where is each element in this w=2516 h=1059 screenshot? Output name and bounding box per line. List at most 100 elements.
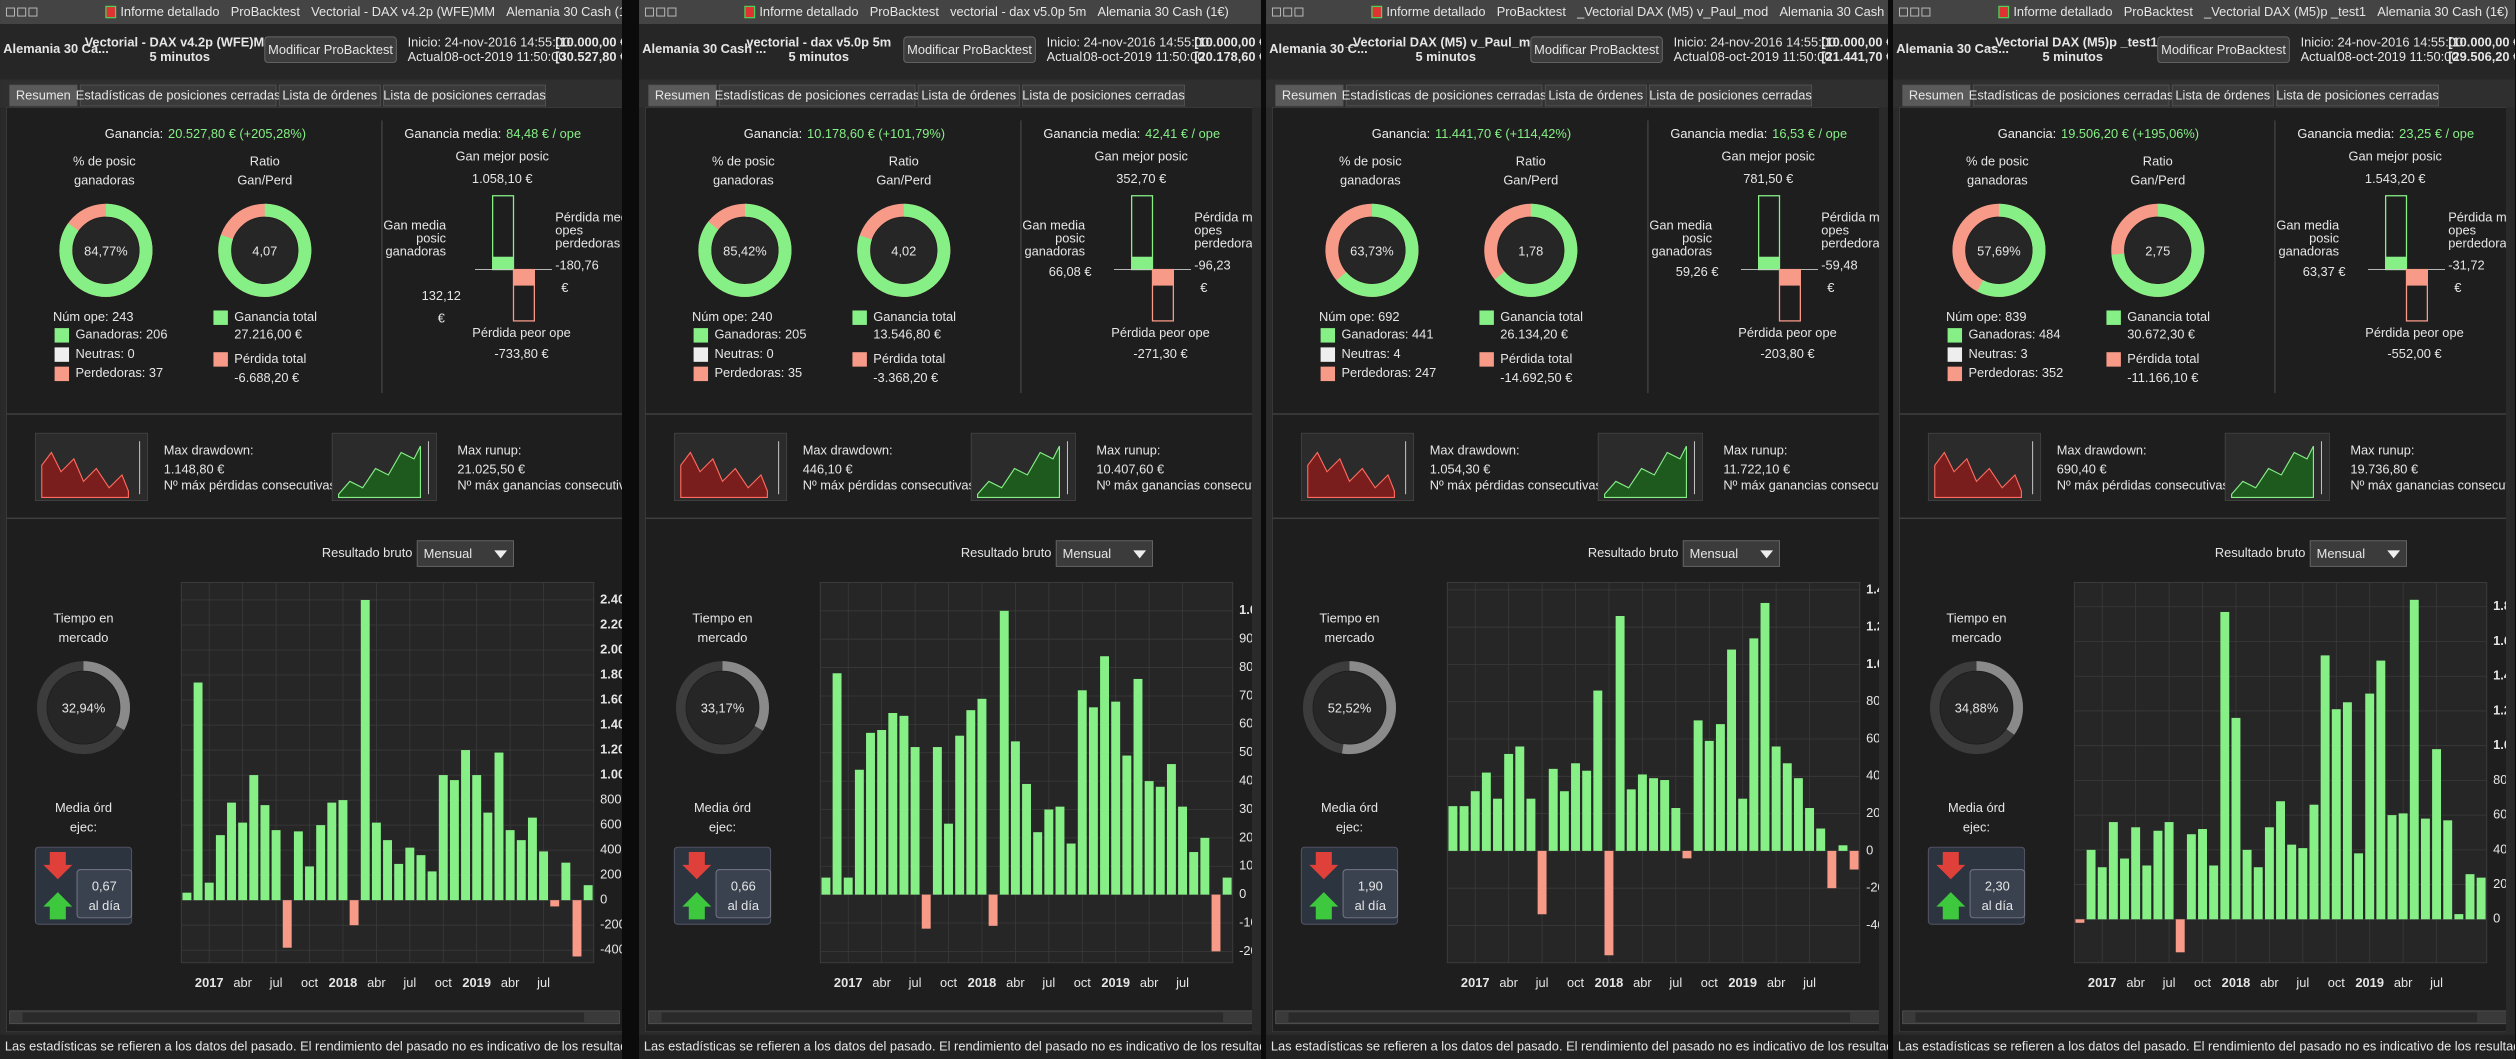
tab[interactable] [1649,84,1812,107]
bar [977,698,987,895]
bar [1100,656,1110,895]
window-control[interactable] [1271,7,1281,17]
bar [461,750,471,901]
tab[interactable] [278,84,381,107]
current-date: 08-oct-2019 11:50:00 [1083,49,1204,64]
tab[interactable] [1902,84,1971,107]
x-tick-label: 2017 [1461,975,1490,990]
ratio-title: Ratio [889,153,919,168]
bar [2387,815,2397,920]
tab[interactable] [718,84,916,107]
instrument: Alemania 30 Cash ... [642,41,766,56]
modify-button[interactable] [264,36,397,64]
window-control[interactable] [656,7,666,17]
orders-value: 0,66 [731,879,756,894]
avg-gain-value: 84,48 € / ope [506,126,581,141]
bar [449,780,459,901]
bar [1526,798,1536,851]
bar [349,900,359,926]
window-control[interactable] [5,7,15,17]
window-title-part: Informe detallado [759,4,858,19]
bar [1537,850,1547,915]
bar [2198,829,2207,920]
up-arrow [43,892,73,920]
orders-label: ejec: [709,819,736,834]
tab[interactable] [917,84,1020,107]
tab[interactable] [79,84,277,107]
bar [405,847,415,901]
tab[interactable] [9,84,78,107]
window-control[interactable] [17,7,27,17]
bar [1738,798,1748,851]
avg-loss-label: opes [555,222,583,237]
bar [483,812,493,901]
total-gain-label: Ganancia total [234,309,317,324]
x-tick-label: oct [1701,975,1719,990]
avg-win-bar [1758,256,1780,270]
orders-value-box [1969,869,2026,919]
up-arrow [1309,892,1339,920]
bar [1077,690,1087,895]
scroll-thumb [22,1012,585,1023]
gain: Ganancia: 10.178,60 € (+101,79%) [744,126,945,141]
down-arrow [1309,852,1339,880]
avg-win-label: Gan media [2276,218,2340,233]
ratio-ring [218,203,312,297]
orders-unit: al día [89,898,121,913]
window-control[interactable] [644,7,654,17]
tab[interactable] [1345,84,1543,107]
bar [1660,780,1670,851]
modify-button[interactable] [1530,36,1663,64]
window-control[interactable] [1898,7,1908,17]
tab-label: Estadísticas de posiciones cerradas [1969,88,2174,103]
bar [1771,746,1781,851]
orders-unit: al día [1982,898,2014,913]
num-trades: Núm ope: 243 [53,309,134,324]
tab[interactable] [1275,84,1344,107]
tab[interactable] [1544,84,1647,107]
window-title-part: _Vectorial DAX (M5)p _test1 [2203,4,2366,19]
runup-note: Nº máx ganancias consecutivas: 3 [2350,478,2515,493]
tab[interactable] [383,84,546,107]
win-pct-title: ganadoras [74,173,135,188]
window-control[interactable] [1921,7,1931,17]
x-tick-label: jul [1802,975,1816,990]
runup-value: 21.025,50 € [457,462,525,477]
tab[interactable] [648,84,717,107]
market-time-ring-hole [1313,671,1386,744]
y-tick-label: 1.000 [1239,602,1261,617]
bar [204,882,214,901]
window-control[interactable] [1910,7,1920,17]
bar [282,900,292,948]
gain-label: Ganancia: [744,126,802,141]
footer-bg [0,1034,622,1059]
y-tick-label: 0 [1866,842,1873,857]
window-control[interactable] [1294,7,1304,17]
bar [371,822,381,901]
tab[interactable] [2276,84,2439,107]
total-gain-value: 13.546,80 € [873,327,941,342]
bar [2342,702,2352,920]
bar [1178,806,1188,895]
window-control[interactable] [1283,7,1293,17]
down-arrow [682,852,712,880]
tab[interactable] [1972,84,2170,107]
bar [1782,763,1792,851]
worst-label: Pérdida peor ope [1111,325,1209,340]
y-tick-label: -200 [600,917,622,932]
y-tick-label: 800 [600,791,621,806]
tab[interactable] [2171,84,2274,107]
window-control[interactable] [28,7,38,17]
market-time-value: 33,17% [701,701,745,716]
y-tick-label: 200 [2493,876,2514,891]
runup-note: Nº máx ganancias consecutivas: 2 [1096,478,1261,493]
avg-loss-bar [2406,269,2428,286]
win-ring [1325,203,1419,297]
tab[interactable] [1022,84,1185,107]
modify-button[interactable] [2157,36,2290,64]
y-tick-label: 1.400 [600,716,622,731]
bar [1166,764,1176,895]
window-control[interactable] [667,7,677,17]
modify-button[interactable] [903,36,1036,64]
current-label: Actual: [1674,49,1713,64]
